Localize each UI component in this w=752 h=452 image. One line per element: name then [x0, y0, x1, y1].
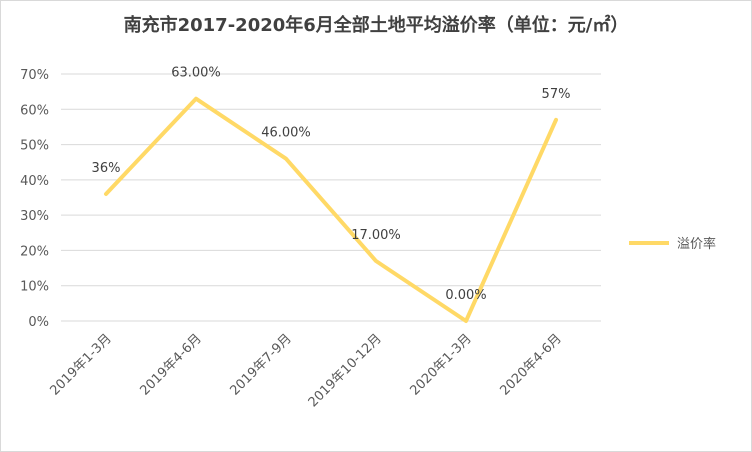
- data-label: 0.00%: [445, 288, 486, 303]
- y-tick-label: 10%: [20, 280, 49, 295]
- x-tick-label: 2019年10-12月: [306, 331, 385, 410]
- data-label: 63.00%: [171, 66, 221, 81]
- legend-label: 溢价率: [677, 236, 716, 252]
- x-tick-label: 2019年1-3月: [47, 331, 114, 398]
- chart-title: 南充市2017-2020年6月全部土地平均溢价率（单位：元/㎡）: [123, 15, 629, 36]
- y-tick-label: 70%: [20, 68, 49, 83]
- data-label: 17.00%: [351, 228, 401, 243]
- data-label: 57%: [542, 87, 571, 102]
- series-line: [104, 96, 558, 323]
- y-tick-label: 50%: [20, 139, 49, 154]
- y-tick-label: 0%: [28, 315, 49, 330]
- y-tick-label: 40%: [20, 174, 49, 189]
- x-tick-label: 2020年1-3月: [407, 331, 474, 398]
- x-tick-label: 2019年4-6月: [137, 331, 204, 398]
- data-label: 36%: [92, 161, 121, 176]
- y-tick-label: 20%: [20, 244, 49, 259]
- y-tick-label: 30%: [20, 209, 49, 224]
- y-tick-label: 60%: [20, 103, 49, 118]
- x-tick-label: 2020年4-6月: [497, 331, 564, 398]
- x-tick-label: 2019年7-9月: [227, 331, 294, 398]
- data-label: 46.00%: [261, 126, 311, 141]
